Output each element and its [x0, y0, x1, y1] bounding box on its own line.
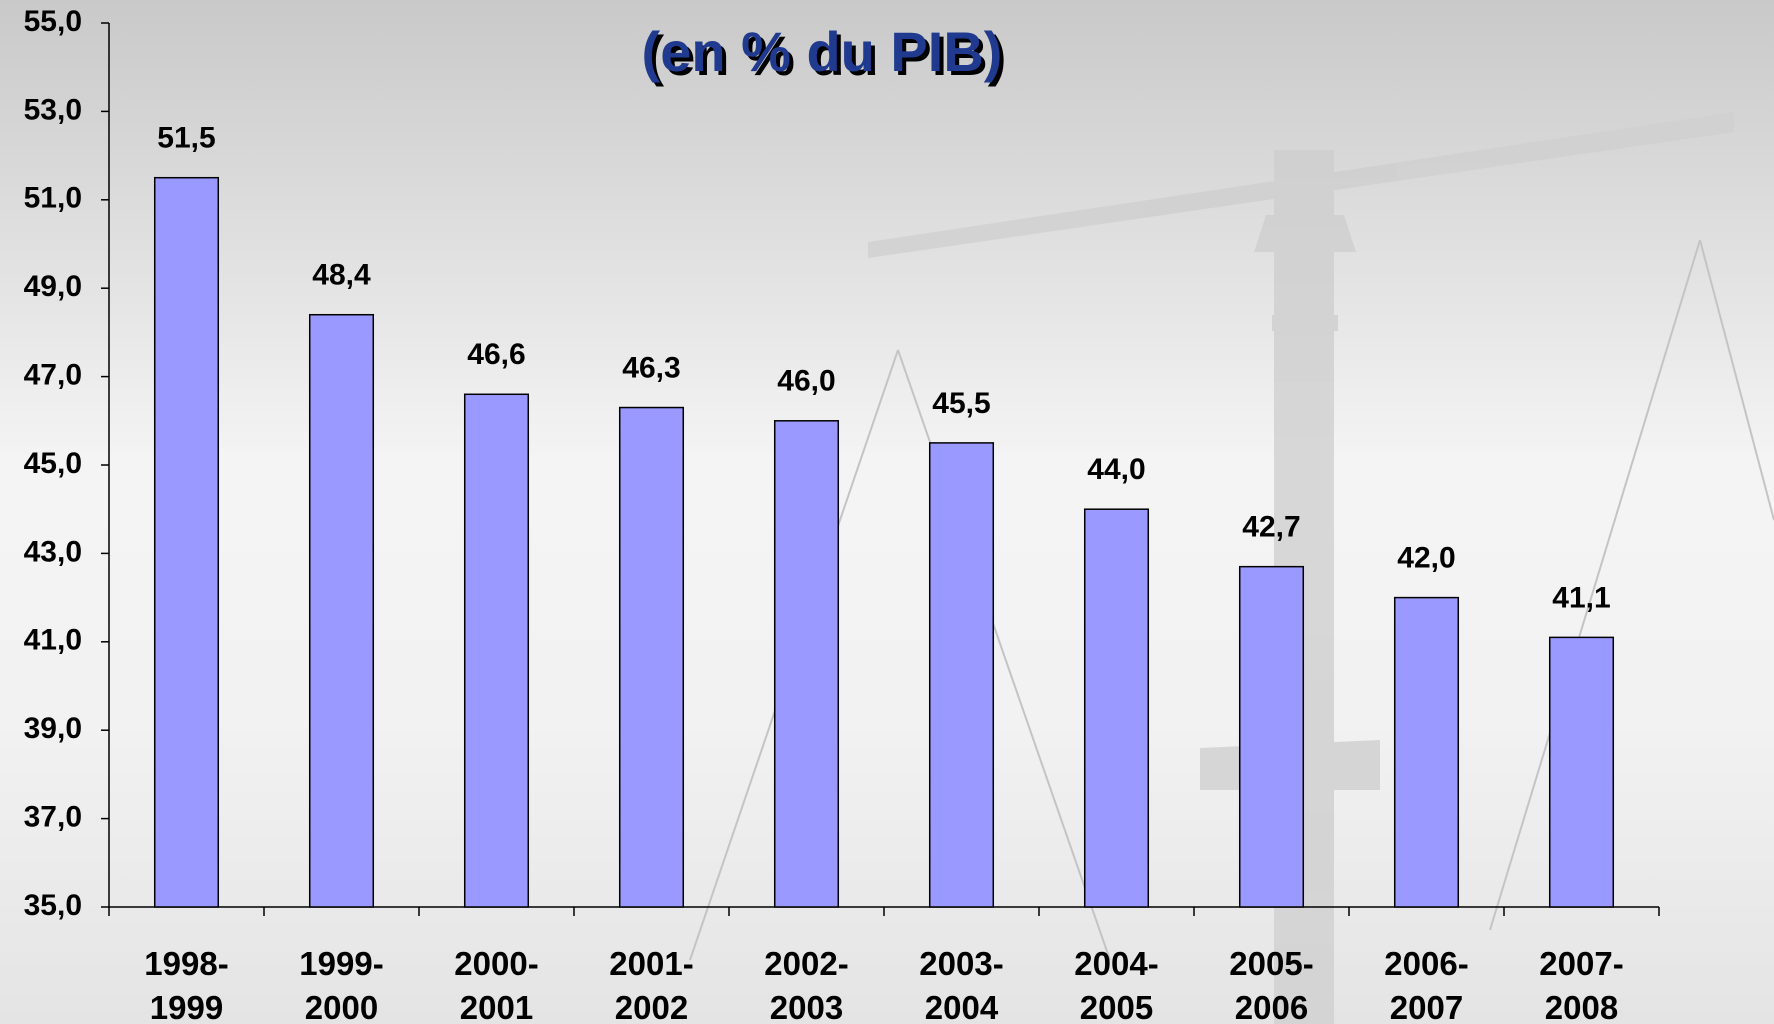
- y-tick-label: 45,0: [24, 447, 82, 480]
- x-tick-label: 2004- 2005: [1074, 945, 1159, 1024]
- bar: [1548, 636, 1615, 908]
- y-tick-label: 47,0: [24, 359, 82, 392]
- x-tick-label: 2002- 2003: [764, 945, 849, 1024]
- y-tick-label: 37,0: [24, 801, 82, 834]
- x-tick-label: 2007- 2008: [1539, 945, 1624, 1024]
- value-label: 41,1: [1552, 581, 1610, 614]
- bar: [1393, 596, 1460, 908]
- y-tick-label: 55,0: [24, 5, 82, 38]
- x-tick-label: 2005- 2006: [1229, 945, 1314, 1024]
- y-tick-label: 39,0: [24, 712, 82, 745]
- value-label: 51,5: [157, 122, 215, 155]
- y-tick-label: 51,0: [24, 182, 82, 215]
- title-shadow: (en % du PIB): [646, 24, 1007, 87]
- value-label: 42,0: [1397, 542, 1455, 575]
- value-label: 48,4: [312, 259, 371, 292]
- y-tick-label: 53,0: [24, 93, 82, 126]
- y-tick-label: 43,0: [24, 535, 82, 568]
- value-label: 42,7: [1242, 511, 1300, 544]
- y-tick-label: 41,0: [24, 624, 82, 657]
- chart-title: (en % du PIB): [642, 20, 1003, 83]
- bar: [928, 442, 995, 908]
- bar: [1238, 565, 1305, 908]
- x-tick-label: 2006- 2007: [1384, 945, 1469, 1024]
- x-tick-label: 2000- 2001: [454, 945, 539, 1024]
- value-label: 44,0: [1087, 453, 1145, 486]
- y-tick-label: 35,0: [24, 889, 82, 922]
- y-tick-label: 49,0: [24, 270, 82, 303]
- x-tick-label: 2003- 2004: [919, 945, 1004, 1024]
- x-tick-label: 1998- 1999: [144, 945, 229, 1024]
- bar: [463, 393, 530, 908]
- value-label: 46,0: [777, 365, 835, 398]
- x-tick-label: 1999- 2000: [299, 945, 384, 1024]
- bar: [773, 420, 840, 908]
- value-label: 46,6: [467, 338, 525, 371]
- bar: [618, 406, 685, 908]
- value-label: 45,5: [932, 387, 990, 420]
- x-tick-label: 2001- 2002: [609, 945, 694, 1024]
- value-label: 46,3: [622, 351, 680, 384]
- bar: [308, 313, 375, 908]
- bar: [153, 176, 220, 908]
- bar: [1083, 508, 1150, 908]
